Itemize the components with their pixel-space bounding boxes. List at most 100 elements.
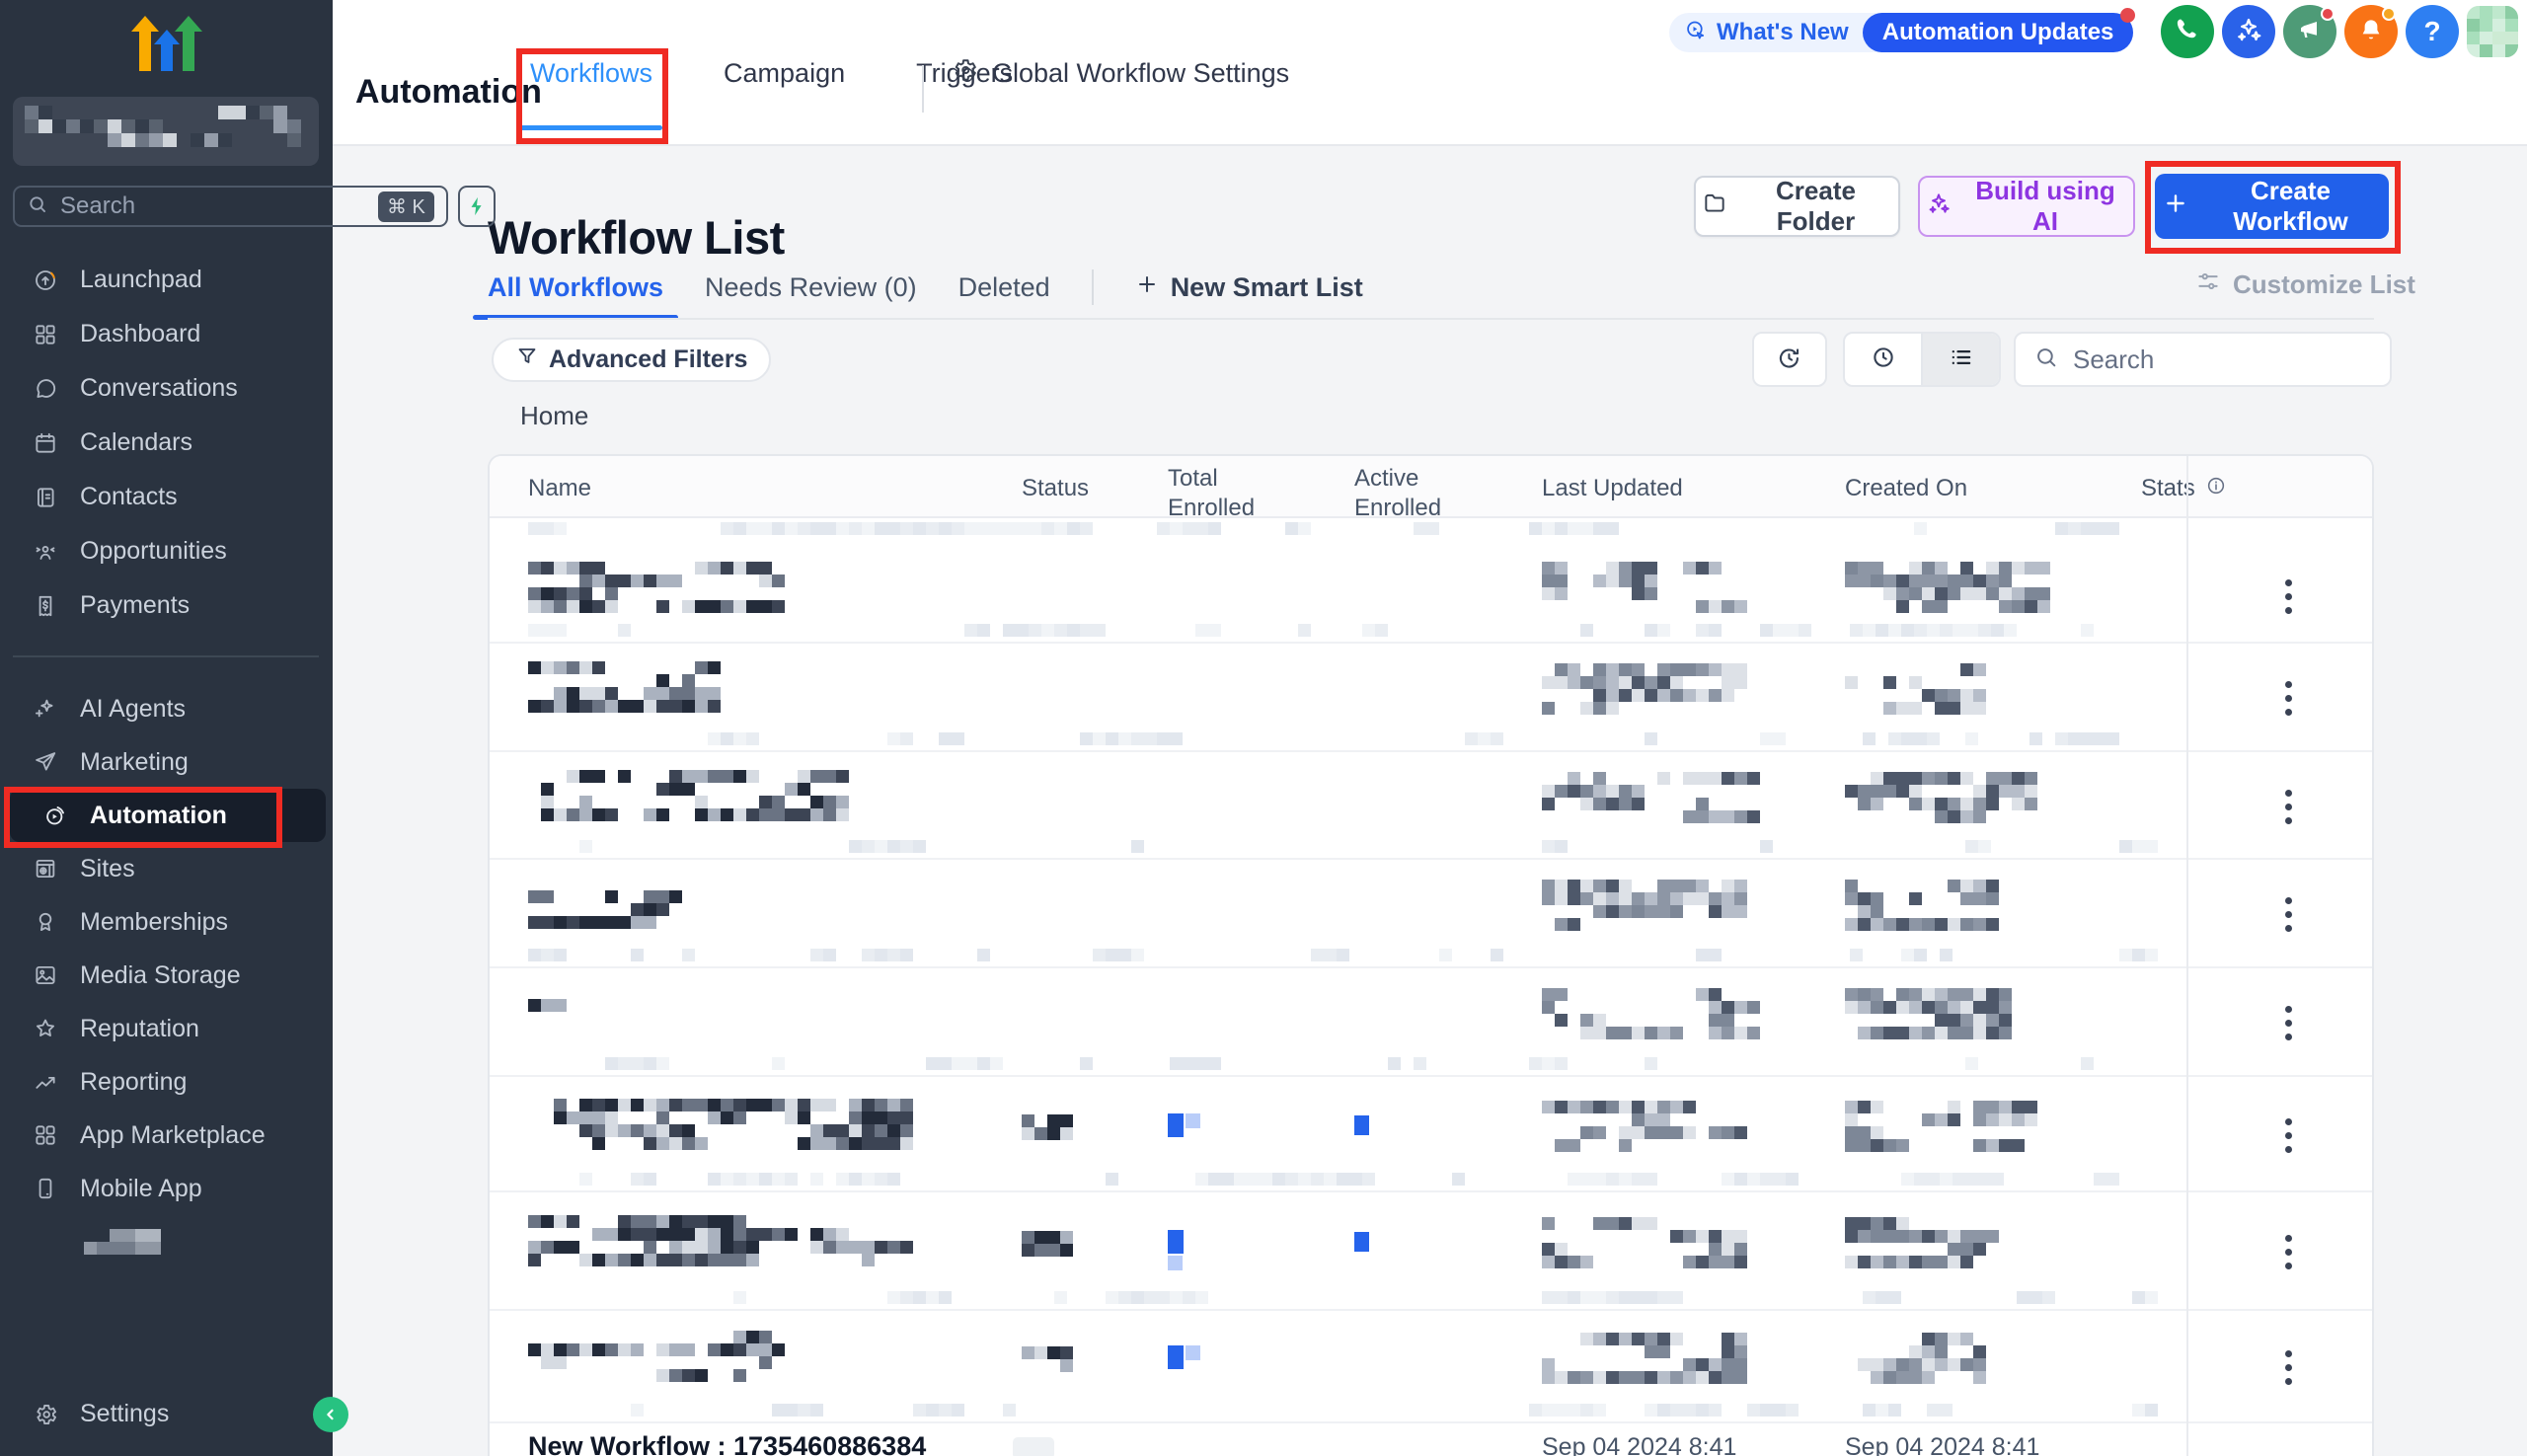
whats-new-pill[interactable]: What's New Automation Updates xyxy=(1669,8,2136,52)
sidebar-item-ai-agents[interactable]: AI Agents xyxy=(0,682,333,735)
quick-actions-button[interactable] xyxy=(457,186,496,227)
conversations-icon xyxy=(33,376,58,402)
history-view-segment[interactable] xyxy=(1845,334,1921,385)
phone-button[interactable] xyxy=(2161,5,2214,58)
gear-icon xyxy=(951,56,978,91)
create-folder-button[interactable]: Create Folder xyxy=(1694,176,1900,237)
sidebar-item-mobile-app[interactable]: Mobile App xyxy=(0,1162,333,1215)
sidebar-item-media-storage[interactable]: Media Storage xyxy=(0,949,333,1002)
payments-icon xyxy=(33,593,58,619)
list-tab-needs-review-0-[interactable]: Needs Review (0) xyxy=(705,271,917,302)
topbar-icon-buttons: ? xyxy=(2161,5,2518,58)
plus-icon xyxy=(1135,272,1159,303)
row-actions-menu[interactable] xyxy=(2266,574,2310,620)
redacted-row-strip xyxy=(528,732,2167,748)
sidebar-item-reputation[interactable]: Reputation xyxy=(0,1002,333,1055)
sidebar-search-input[interactable] xyxy=(58,192,368,221)
row-actions-menu[interactable] xyxy=(2266,891,2310,938)
redacted-workflow-name xyxy=(528,661,726,715)
sidebar-item-sites[interactable]: Sites xyxy=(0,842,333,895)
sidebar-item-contacts[interactable]: Contacts xyxy=(0,470,333,524)
sidebar-item-automation[interactable]: Automation xyxy=(10,789,326,842)
table-row-partial[interactable]: New Workflow : 1735460886384 Sep 04 2024… xyxy=(490,1423,2372,1456)
active-enrolled-value-redacted[interactable] xyxy=(1354,1232,1369,1252)
redacted-sidebar-item[interactable] xyxy=(33,1229,161,1257)
sidebar-item-marketing[interactable]: Marketing xyxy=(0,735,333,789)
table-row[interactable] xyxy=(490,1077,2372,1192)
table-row[interactable] xyxy=(490,860,2372,968)
search-icon xyxy=(2033,345,2059,375)
row-actions-menu[interactable] xyxy=(2266,1344,2310,1391)
column-header-stats: Stats xyxy=(2141,475,2195,501)
sidebar-item-app-marketplace[interactable]: App Marketplace xyxy=(0,1109,333,1162)
sites-icon xyxy=(33,856,58,881)
row-actions-menu[interactable] xyxy=(2266,784,2310,830)
sidebar-item-conversations[interactable]: Conversations xyxy=(0,361,333,416)
sidebar-nav-secondary: AI Agents Marketing Automation Sites Members… xyxy=(0,682,333,1215)
sidebar-item-dashboard[interactable]: Dashboard xyxy=(0,307,333,361)
info-icon[interactable] xyxy=(2205,475,2227,501)
new-smart-list-button[interactable]: New Smart List xyxy=(1135,272,1363,303)
row-actions-menu[interactable] xyxy=(2266,675,2310,722)
global-workflow-settings-link[interactable]: Global Workflow Settings xyxy=(951,0,1289,146)
column-header-created-on: Created On xyxy=(1845,475,1968,501)
sidebar-item-label: Launchpad xyxy=(80,266,202,293)
search-icon xyxy=(27,193,48,220)
sidebar-item-reporting[interactable]: Reporting xyxy=(0,1055,333,1109)
workflow-search[interactable] xyxy=(2014,332,2392,387)
sidebar-item-calendars[interactable]: Calendars xyxy=(0,416,333,470)
ai-sparkles-button[interactable] xyxy=(2222,5,2275,58)
automation-updates-badge[interactable]: Automation Updates xyxy=(1862,8,2136,52)
row-actions-menu[interactable] xyxy=(2266,1000,2310,1046)
redacted-created-on xyxy=(1845,988,2013,1041)
redacted-created-on xyxy=(1845,1100,2042,1154)
reputation-icon xyxy=(33,1016,58,1041)
total-enrolled-value-redacted[interactable] xyxy=(1168,1345,1200,1369)
active-enrolled-value-redacted[interactable] xyxy=(1354,1114,1369,1135)
redacted-created-on xyxy=(1845,1333,1993,1386)
workflow-name[interactable]: New Workflow : 1735460886384 xyxy=(528,1431,927,1456)
table-row[interactable] xyxy=(490,752,2372,860)
advanced-filters-label: Advanced Filters xyxy=(549,345,748,373)
media-icon xyxy=(33,962,58,988)
row-actions-menu[interactable] xyxy=(2266,1229,2310,1275)
execution-logs-button[interactable] xyxy=(1752,332,1827,387)
table-row[interactable] xyxy=(490,548,2372,644)
total-enrolled-value-redacted[interactable] xyxy=(1168,1230,1184,1270)
sidebar-item-payments[interactable]: Payments xyxy=(0,578,333,633)
total-enrolled-value-redacted[interactable] xyxy=(1168,1112,1200,1137)
sidebar-item-settings[interactable]: Settings xyxy=(0,1387,333,1441)
create-workflow-button[interactable]: Create Workflow xyxy=(2155,174,2389,239)
sidebar-collapse-button[interactable] xyxy=(313,1397,348,1432)
list-tab-all-workflows[interactable]: All Workflows xyxy=(472,257,679,320)
customize-list-button[interactable]: Customize List xyxy=(2195,268,2415,301)
sidebar-item-launchpad[interactable]: Launchpad xyxy=(0,253,333,307)
account-switcher[interactable] xyxy=(13,97,319,166)
sidebar-item-memberships[interactable]: Memberships xyxy=(0,895,333,949)
bell-button[interactable] xyxy=(2344,5,2398,58)
table-row[interactable] xyxy=(490,1311,2372,1423)
sidebar-item-opportunities[interactable]: Opportunities xyxy=(0,524,333,578)
list-tab-deleted[interactable]: Deleted xyxy=(957,271,1050,302)
tab-workflows[interactable]: Workflows xyxy=(519,0,663,146)
megaphone-button[interactable] xyxy=(2283,5,2336,58)
advanced-filters-button[interactable]: Advanced Filters xyxy=(492,338,772,382)
build-using-ai-label: Build using AI xyxy=(1975,176,2115,236)
whats-new-label: What's New xyxy=(1717,19,1849,45)
page-section-title: Automation xyxy=(355,73,542,111)
table-row[interactable] xyxy=(490,1192,2372,1311)
list-view-segment[interactable] xyxy=(1921,334,1999,385)
sidebar-item-label: Media Storage xyxy=(80,960,241,989)
row-actions-menu[interactable] xyxy=(2266,1112,2310,1159)
breadcrumb[interactable]: Home xyxy=(520,401,589,430)
table-row[interactable] xyxy=(490,644,2372,752)
workflow-search-input[interactable] xyxy=(2071,343,2372,376)
sidebar-search[interactable]: ⌘ K xyxy=(13,186,448,227)
redacted-row-strip xyxy=(528,1173,2167,1188)
build-using-ai-button[interactable]: Build using AI xyxy=(1918,176,2135,237)
redacted-workflow-name xyxy=(528,1098,913,1152)
user-avatar[interactable] xyxy=(2467,6,2518,57)
help-button[interactable]: ? xyxy=(2406,5,2459,58)
table-row[interactable] xyxy=(490,968,2372,1077)
tab-campaign[interactable]: Campaign xyxy=(724,57,846,88)
